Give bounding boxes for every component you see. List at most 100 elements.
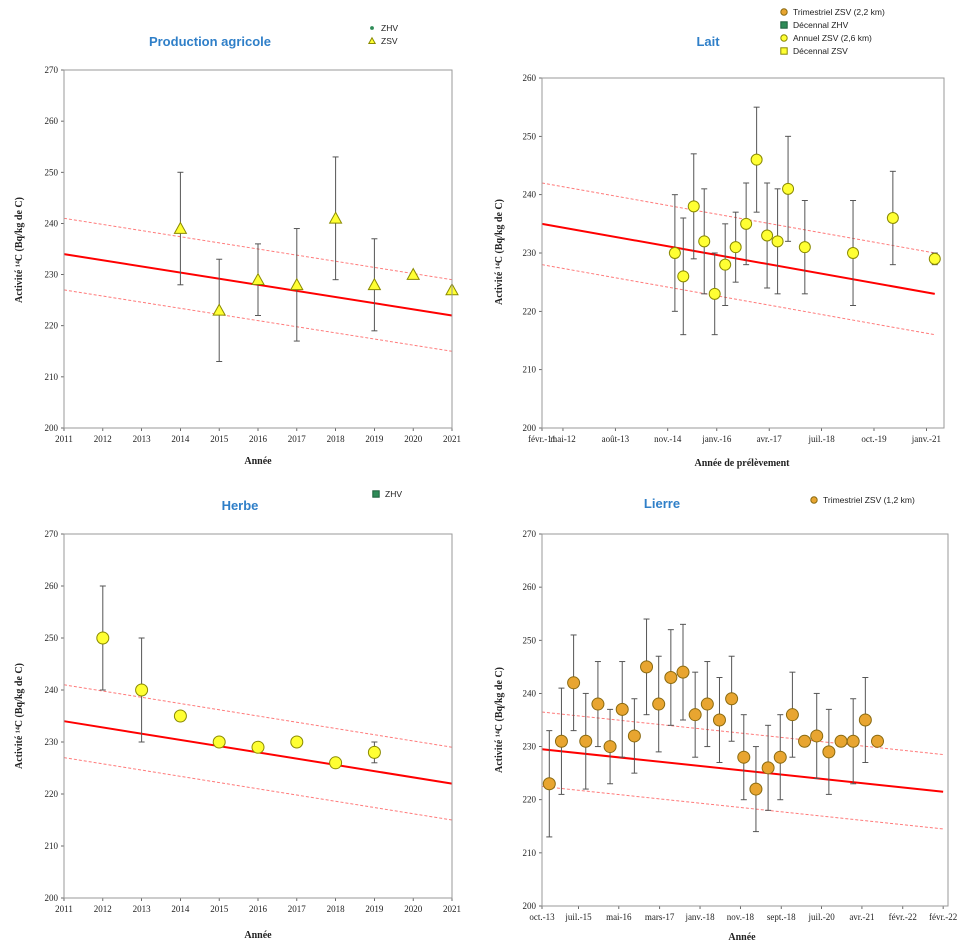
x-axis-label: Année de prélèvement — [695, 458, 791, 469]
legend-label: Annuel ZSV (2,6 km) — [793, 33, 872, 43]
x-tick-label: janv.-21 — [911, 434, 941, 444]
chart-title: Production agricole — [149, 34, 271, 49]
data-point — [567, 676, 581, 690]
legend-marker — [780, 34, 788, 42]
x-tick-label: févr.-22 — [889, 912, 917, 922]
x-tick-label: 2020 — [404, 434, 423, 444]
y-tick-label: 240 — [45, 218, 59, 228]
data-point — [798, 241, 811, 254]
x-tick-label: 2017 — [288, 434, 307, 444]
data-point — [603, 740, 617, 754]
x-tick-label: 2016 — [249, 434, 268, 444]
data-point — [749, 782, 763, 796]
data-point — [761, 761, 775, 775]
data-point — [367, 277, 382, 291]
x-axis-label: Année — [244, 930, 272, 941]
x-tick-label: févr.-22 — [929, 912, 957, 922]
data-point — [289, 277, 304, 291]
plot-border — [541, 533, 949, 907]
y-tick-label: 270 — [45, 529, 59, 539]
y-tick-label: 240 — [523, 190, 537, 200]
legend-label: ZHV — [385, 489, 402, 499]
x-tick-label: janv.-18 — [684, 912, 715, 922]
x-tick-label: 2021 — [443, 904, 461, 914]
chart-production: Production agricole ZHV ZSV 200 210 220 230 2… — [0, 0, 480, 472]
data-point — [688, 708, 702, 722]
y-tick-label: 250 — [523, 635, 537, 645]
y-axis-label: Activité ¹⁴C (Bq/kg de C) — [14, 663, 25, 769]
chart-title: Lait — [696, 34, 720, 49]
chart-lierre: Lierre Trimestriel ZSV (1,2 km) 200 210 22… — [480, 472, 963, 943]
data-point — [782, 182, 795, 195]
legend-marker — [372, 490, 380, 498]
data-point — [771, 235, 784, 248]
y-tick-label: 230 — [45, 737, 59, 747]
x-tick-label: avr.-17 — [757, 434, 783, 444]
x-tick-label: mai-16 — [606, 912, 632, 922]
y-axis-label: Activité ¹⁴C (Bq/kg de C) — [494, 667, 505, 773]
y-tick-label: 260 — [45, 116, 59, 126]
x-axis-label: Année — [244, 456, 272, 467]
y-tick-label: 210 — [45, 841, 59, 851]
y-tick-label: 240 — [45, 685, 59, 695]
data-point — [677, 270, 690, 283]
legend: Trimestriel ZSV (2,2 km) Décennal ZHV Annu… — [780, 7, 885, 56]
x-tick-label: août-13 — [602, 434, 630, 444]
chart-lierre-svg: Lierre Trimestriel ZSV (1,2 km) 200 210 22… — [494, 495, 957, 943]
data-point — [847, 247, 860, 259]
y-tick-label: 220 — [523, 795, 537, 805]
legend-marker — [780, 21, 788, 29]
data-point — [725, 692, 739, 706]
data-point — [290, 735, 304, 749]
data-point — [212, 303, 227, 316]
y-tick-label: 250 — [45, 633, 59, 643]
data-point — [740, 217, 753, 230]
y-axis-label: Activité ¹⁴C (Bq/kg de C) — [494, 199, 505, 305]
x-tick-label: 2019 — [365, 434, 384, 444]
data-point — [96, 631, 110, 645]
trend-upper-band — [63, 684, 453, 748]
y-tick-label: 260 — [523, 73, 537, 83]
x-tick-label: 2021 — [443, 434, 461, 444]
legend-label: Décennal ZHV — [793, 20, 849, 30]
y-tick-label: 230 — [523, 248, 537, 258]
x-tick-label: mars-17 — [645, 912, 675, 922]
legend-label: ZHV — [381, 23, 398, 33]
data-point — [858, 713, 872, 727]
y-tick-label: 220 — [45, 789, 59, 799]
y-tick-label: 200 — [45, 423, 59, 433]
chart-herbe: Herbe ZHV 200 210 220 230 240 250 260 270 2011 20… — [0, 472, 480, 943]
data-point — [173, 221, 188, 234]
plot-area — [542, 78, 944, 428]
x-tick-label: 2011 — [55, 904, 73, 914]
x-tick-label: 2013 — [133, 434, 152, 444]
data-point — [406, 267, 421, 280]
data-point — [579, 734, 593, 748]
data-point — [615, 702, 629, 716]
y-tick-label: 260 — [45, 581, 59, 591]
y-tick-label: 200 — [523, 901, 537, 911]
legend-label: Trimestriel ZSV (1,2 km) — [823, 495, 915, 505]
legend: Trimestriel ZSV (1,2 km) — [810, 495, 915, 505]
x-tick-label: janv.-16 — [701, 434, 732, 444]
data-point — [664, 670, 678, 684]
x-tick-label: 2017 — [288, 904, 307, 914]
data-point — [712, 713, 726, 727]
data-point — [834, 734, 848, 748]
x-tick-label: févr.-11 — [528, 434, 556, 444]
y-tick-label: 200 — [523, 423, 537, 433]
data-point — [640, 660, 654, 674]
legend-label: ZSV — [381, 36, 398, 46]
legend: ZHV ZSV — [367, 23, 398, 46]
x-tick-label: juil.-20 — [807, 912, 835, 922]
legend-label: Décennal ZSV — [793, 46, 848, 56]
data-point — [750, 153, 763, 166]
x-tick-label: avr.-21 — [849, 912, 874, 922]
legend-marker — [370, 26, 374, 30]
x-tick-label: oct.-19 — [861, 434, 887, 444]
chart-title: Herbe — [222, 498, 259, 513]
x-tick-label: 2014 — [171, 434, 190, 444]
data-point — [652, 697, 666, 711]
trend-upper-band — [541, 182, 935, 254]
plot-border — [63, 533, 453, 899]
